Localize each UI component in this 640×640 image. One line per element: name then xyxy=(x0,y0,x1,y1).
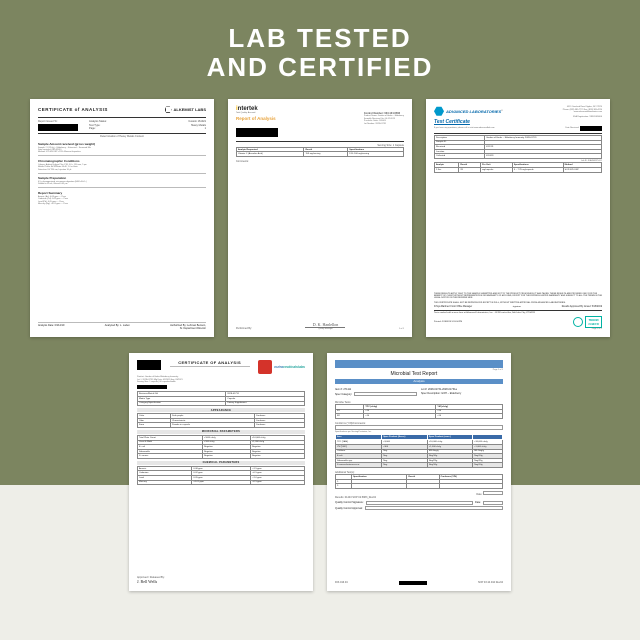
test-cert-title: Test Certificate xyxy=(434,119,602,125)
alkemist-logo: ALKEMIST LABS xyxy=(165,106,206,113)
page-label: 1 of 1 xyxy=(399,328,404,330)
headline-line1: LAB TESTED xyxy=(0,24,640,53)
lab-address: 4919 Overland Road Ogden, NC 27870 Phone… xyxy=(563,106,602,116)
specimen-head: Sample Amount received (gross weight) xyxy=(38,142,206,146)
hex-icon xyxy=(165,106,172,113)
analysis-head: Analysis xyxy=(335,379,503,384)
coa-title: CERTIFICATE of ANALYSIS xyxy=(38,107,108,112)
cert-alkemist: CERTIFICATE of ANALYSIS ALKEMIST LABS Re… xyxy=(30,99,214,337)
issued-label: Report Issued To: xyxy=(38,120,85,123)
sampleprep-head: Sample Preparation xyxy=(38,176,206,180)
roa-title: Report of Analysis xyxy=(236,116,276,121)
speccat-field: Spec Category: xyxy=(335,393,352,396)
contact-line: If you have any questions, please call o… xyxy=(434,127,495,129)
mtr-title: Microbial Test Report xyxy=(390,369,437,379)
printed: Printed: 5/18/2019 5:53:34 PM xyxy=(434,321,462,323)
qm-label: Quality Manager xyxy=(305,328,345,330)
cert-nutraceutical: CERTIFICATE OF ANALYSIS nutraceuticalsla… xyxy=(129,353,313,591)
certificates-grid: CERTIFICATE of ANALYSIS ALKEMIST LABS Re… xyxy=(0,81,640,591)
wave-logo: nutraceuticalslabs xyxy=(274,365,305,369)
date-label: Date Received: xyxy=(565,127,579,129)
headline-line2: AND CERTIFIED xyxy=(0,53,640,82)
analyte-table: Analyte RequestedResultSpecificationsVit… xyxy=(236,147,404,157)
row-top: CERTIFICATE of ANALYSIS ALKEMIST LABS Re… xyxy=(28,99,612,337)
disclaimer: THESE RESULTS APPLY ONLY TO THE SAMPLE S… xyxy=(434,293,602,300)
footer-right: SOP 03.10.044 Rev04 xyxy=(478,581,503,585)
spec-table: DescriptionGarden of Herbs – Elderberry … xyxy=(434,135,602,159)
performed-by-label: Performed By: xyxy=(236,327,252,330)
specdesc-field: Spec Description: GOH – Elderberry xyxy=(421,392,461,395)
addtests-table: SpecificationResultConforms (Y/N)1.2. xyxy=(335,474,503,489)
id-table: Business/Batch GH2028-01731Matrix TypeCa… xyxy=(137,391,305,406)
qc-app-label: Quality Control Approval: xyxy=(335,507,363,510)
headline: LAB TESTED AND CERTIFIED xyxy=(0,0,640,81)
redacted-block xyxy=(137,385,167,389)
lot-field: Lot #: 2028-01731-2028-01731a xyxy=(421,388,457,391)
trendcheck-badge: TREND CHECK xyxy=(585,316,602,328)
results-head: Report Summary xyxy=(38,191,206,195)
redacted-block xyxy=(399,581,427,585)
serving-size: Serving Size: 1 Capsule xyxy=(377,144,404,147)
row-bottom: CERTIFICATE OF ANALYSIS nutraceuticalsla… xyxy=(28,353,612,591)
redacted-block xyxy=(580,126,602,131)
cert-intertek: intertek Total Quality. Assured. Report … xyxy=(228,99,412,337)
disclaimer2: THIS CERTIFICATE SHALL NOT BE REPRODUCED… xyxy=(434,302,602,304)
footer-auth: Authorized By: Lehman Benson, Sr. Depart… xyxy=(170,324,206,330)
footer-analysis-date: Analysis Date: 03/14/19 xyxy=(38,324,64,330)
spec-table: ItemSpec Product (Serve)Spec Product (co… xyxy=(335,434,503,468)
redacted-block xyxy=(137,360,161,370)
microbe-table: TPC (cfu/g)YM (cfu/g)R1<10<10R2<10<10 xyxy=(335,404,503,419)
signature: J. Bell Wells xyxy=(137,579,305,584)
result-table: AnalyteResultPer UnitSpecificationsMetho… xyxy=(434,162,602,172)
page-label: Page 1 of 1 xyxy=(434,328,602,330)
comments-label: Comments: xyxy=(236,160,404,163)
sig-role: D.Nya Martinez Front Office Manager xyxy=(434,306,472,308)
coa-title: CERTIFICATE OF ANALYSIS xyxy=(170,360,250,365)
cert-advanced: ADVANCED LABORATORIES® 4919 Overland Roa… xyxy=(426,99,610,337)
chrom-head: Chromatographic Conditions xyxy=(38,159,206,163)
footer-analyst: Analyzed By: L. Luden xyxy=(105,324,130,330)
intertek-tagline: Total Quality. Assured. xyxy=(236,112,276,114)
subhead: Determination of Heavy Metals Content xyxy=(38,135,206,138)
qc-sig-label: Quality Control Signature: xyxy=(335,501,364,504)
redacted-block xyxy=(38,124,78,131)
results-label: Results: 01443 SOP 02.5983_Rev02 xyxy=(335,496,503,499)
item-field: Item #: 271111 xyxy=(335,388,351,391)
advanced-logo: ADVANCED LABORATORIES® xyxy=(434,106,503,116)
header-bar xyxy=(335,360,503,368)
page-label: Page 1 of 1 xyxy=(493,369,503,379)
redacted-block xyxy=(236,128,278,137)
stamp-icon xyxy=(258,360,272,374)
magnify-icon xyxy=(573,317,583,327)
trend-line: Tests marked with a were done at Advance… xyxy=(434,312,602,314)
footer-left: F03.016.04 xyxy=(335,581,348,585)
hex-icon xyxy=(434,106,444,116)
cert-microbial: Microbial Test Report Page 1 of 1 Analys… xyxy=(327,353,511,591)
approved-label: Results Approved By Gmoel: 5/18/2019 xyxy=(562,306,602,308)
